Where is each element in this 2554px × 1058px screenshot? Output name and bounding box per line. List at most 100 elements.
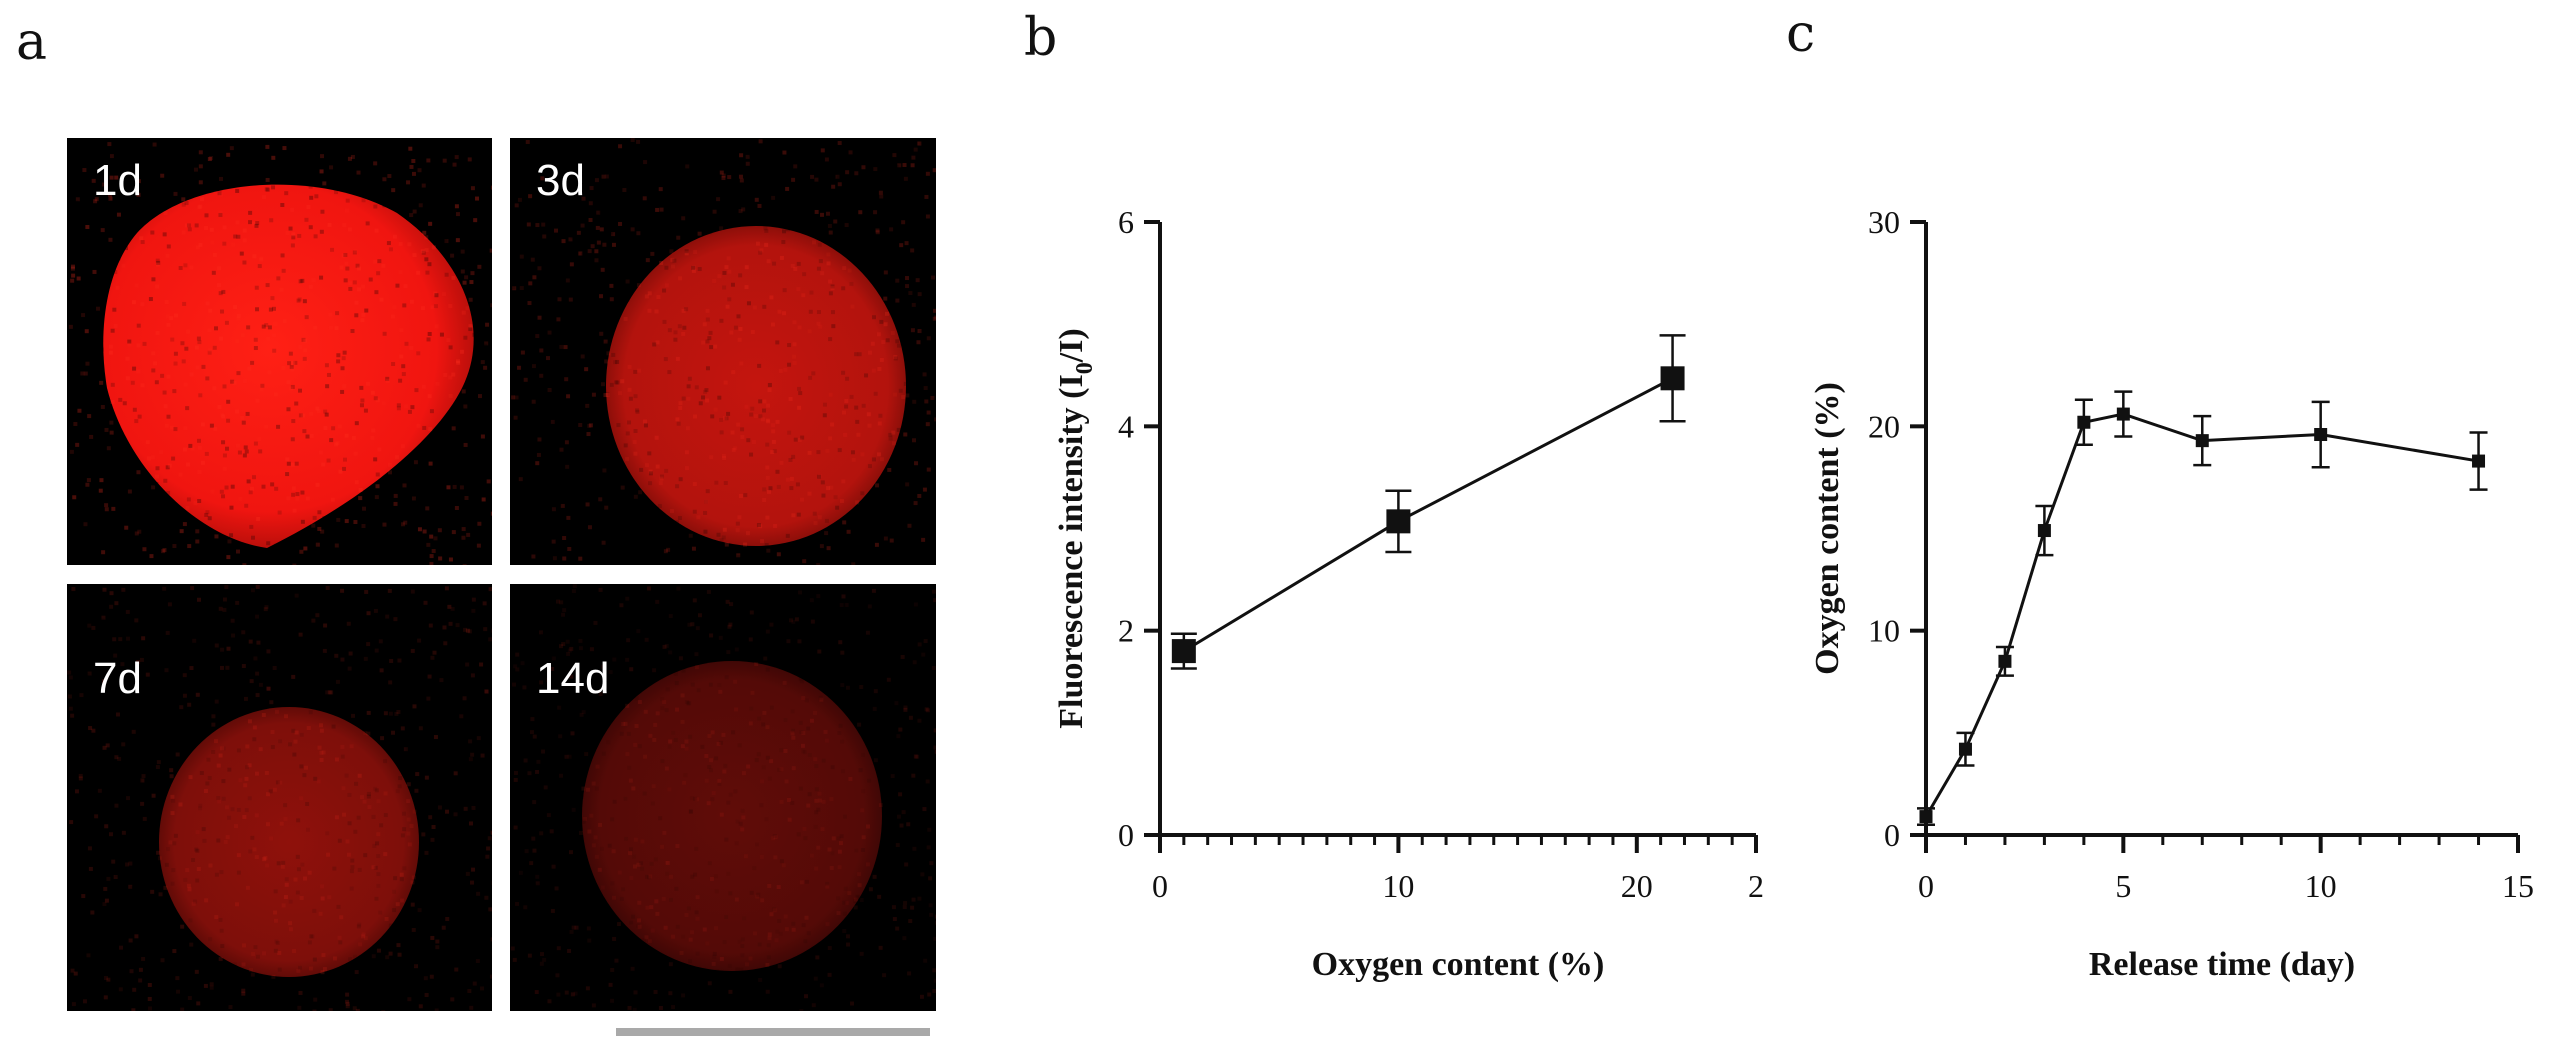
speckle [293,877,298,882]
speckle [91,625,96,630]
speckle [418,741,423,746]
speckle [347,227,352,232]
speckle [182,447,187,452]
speckle [867,778,872,783]
speckle [891,553,896,558]
speckle [753,414,758,419]
speckle [296,140,301,145]
speckle [477,305,482,310]
speckle [371,954,376,959]
speckle [428,221,433,226]
speckle [628,851,633,856]
speckle [821,758,826,763]
speckle [916,340,921,345]
speckle [903,432,908,437]
speckle [350,858,355,863]
speckle [208,863,213,868]
speckle [204,648,209,653]
speckle [856,895,861,900]
speckle [384,916,389,921]
speckle [208,308,213,313]
speckle [117,609,122,614]
speckle [754,160,759,165]
speckle [671,551,676,556]
speckle [678,477,683,482]
speckle [250,588,255,593]
speckle [532,755,537,760]
speckle [766,553,771,558]
speckle [85,323,90,328]
speckle [186,329,191,334]
speckle [401,522,406,527]
speckle [488,587,492,592]
speckle [400,688,405,693]
speckle [758,977,763,982]
speckle [155,466,160,471]
speckle [456,360,461,365]
speckle [742,212,747,217]
speckle [824,157,829,162]
speckle [385,614,390,619]
speckle [415,592,420,597]
speckle [362,799,367,804]
speckle [609,283,614,288]
speckle [461,389,466,394]
speckle [707,861,712,866]
speckle [928,532,933,537]
speckle [924,707,929,712]
speckle [189,666,194,671]
speckle [111,506,116,511]
speckle [108,677,113,682]
speckle [634,724,639,729]
speckle [290,207,295,212]
speckle [181,614,186,619]
speckle [761,765,766,770]
speckle [565,278,570,283]
speckle [295,496,300,501]
speckle [127,342,132,347]
speckle [420,700,425,705]
speckle [722,285,727,290]
speckle [412,809,417,814]
speckle [743,542,748,547]
speckle [133,678,138,683]
speckle [594,258,599,263]
speckle [261,712,266,717]
speckle [405,747,410,752]
speckle [921,537,926,542]
speckle [363,853,368,858]
speckle [710,414,715,419]
speckle [742,916,747,921]
speckle [214,534,219,539]
speckle [765,989,770,994]
speckle [726,411,731,416]
speckle [153,361,158,366]
speckle [179,584,184,589]
speckle [835,928,840,933]
speckle [772,834,777,839]
speckle [198,150,203,155]
speckle [312,515,317,520]
speckle [180,924,185,929]
speckle [791,454,796,459]
speckle [73,971,78,976]
speckle [921,268,926,273]
speckle [259,646,264,651]
speckle [923,958,928,963]
speckle [653,722,658,727]
data-point [2077,415,2091,429]
speckle [523,377,528,382]
speckle [825,881,830,886]
speckle [560,564,565,565]
speckle [925,171,930,176]
speckle [843,432,848,437]
speckle [819,544,824,549]
speckle [581,196,586,201]
speckle [205,510,210,515]
speckle [88,486,93,491]
speckle [534,990,539,995]
speckle [291,486,296,491]
speckle [588,333,593,338]
speckle [727,297,732,302]
speckle [704,161,709,166]
